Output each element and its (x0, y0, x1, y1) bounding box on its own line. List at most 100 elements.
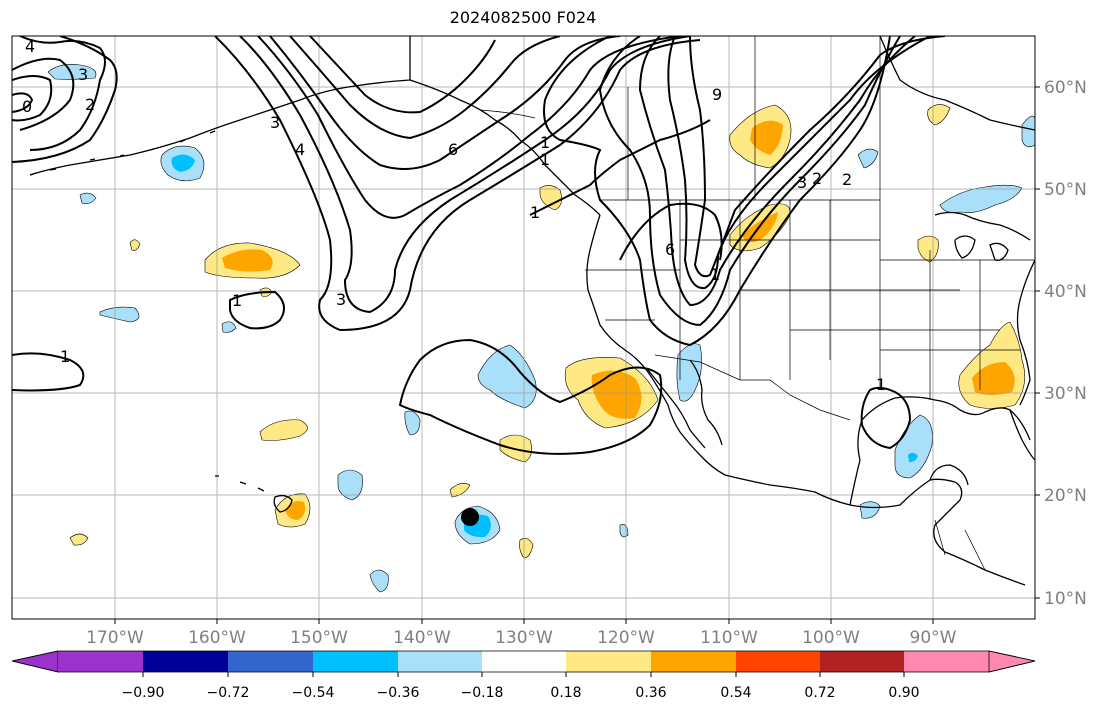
alaska-panhandle (409, 79, 601, 216)
latitude-labels: 60°N 50°N 40°N 30°N 20°N 10°N (1044, 78, 1087, 609)
contour-label: 1 (540, 150, 550, 169)
positive-core (750, 120, 783, 155)
shaded-anomalies (47, 64, 1035, 593)
lon-label: 140°W (393, 628, 451, 648)
contour-line (289, 36, 561, 140)
colorbar-label: −0.54 (292, 685, 335, 701)
lon-label: 160°W (188, 628, 246, 648)
colorbar-label: −0.36 (377, 685, 420, 701)
central-america-borders (934, 519, 986, 571)
colorbar-outline (11, 650, 1036, 673)
canada-province-lines (409, 36, 756, 200)
colorbar-extend-low (11, 650, 59, 673)
colorbar-bin (58, 651, 143, 672)
negative-area (99, 306, 140, 323)
hawaii-islands (215, 475, 293, 513)
colorbar-bin (313, 651, 398, 672)
negative-area (337, 469, 363, 501)
longitude-labels: 170°W 160°W 150°W 140°W 130°W 120°W 110°… (86, 628, 957, 648)
west-coast (586, 214, 1026, 586)
contour-label: 6 (448, 140, 458, 159)
florida-coast (1009, 409, 1035, 461)
negative-core (908, 452, 918, 463)
contour-labels: 1 1 1 1 1 2 2 3 3 3 4 4 6 6 9 0 3 2 1 1 (22, 37, 886, 394)
negative-core (171, 154, 195, 172)
negative-area (1021, 115, 1035, 147)
contour-line (529, 119, 711, 216)
contour-label: 3 (336, 290, 346, 309)
negative-area (47, 64, 97, 80)
negative-area (857, 148, 879, 169)
negative-area (369, 569, 389, 593)
colorbar-labels: −0.90 −0.72 −0.54 −0.36 −0.18 0.18 0.36 … (122, 685, 920, 701)
contour-label: 3 (797, 173, 807, 192)
contour-line (638, 36, 916, 307)
contour-label: 3 (270, 113, 280, 132)
contour-line (543, 36, 891, 347)
alaska-coast (29, 36, 411, 176)
colorbar-label: 0.72 (804, 685, 835, 701)
lat-label: 50°N (1044, 180, 1087, 200)
contour-line (12, 57, 75, 131)
contour-line (860, 386, 912, 450)
lat-label: 60°N (1044, 78, 1087, 98)
contour-line (19, 36, 106, 151)
negative-area (404, 410, 421, 436)
colorbar-bin (398, 651, 482, 672)
gulf-coast (849, 396, 1031, 506)
positive-area (129, 239, 141, 251)
mexico-border (654, 354, 851, 421)
contour-label: 9 (712, 85, 722, 104)
coastlines (29, 36, 1035, 586)
colorbar-label: −0.18 (461, 685, 504, 701)
contour-line (214, 36, 701, 332)
contour-line (229, 290, 285, 330)
positive-core (972, 362, 1015, 395)
lat-label: 20°N (1044, 486, 1087, 506)
negative-area (939, 184, 1023, 213)
contour-line (12, 36, 118, 163)
negative-area (477, 344, 537, 409)
contour-line (689, 36, 946, 278)
colorbar-label: 0.90 (888, 685, 919, 701)
map-title: 2024082500 F024 (449, 8, 597, 27)
contour-line (12, 92, 34, 113)
positive-core (591, 370, 642, 419)
colorbar-bin (566, 651, 651, 672)
contour-label: 1 (710, 265, 720, 284)
contour-line (257, 36, 681, 219)
colorbar (11, 650, 1036, 673)
colorbar-ticks (142, 672, 905, 677)
contour-label: 2 (812, 169, 822, 188)
baja-peninsula (647, 359, 723, 449)
contour-label: 2 (842, 170, 852, 189)
contour-label: 1 (876, 375, 886, 394)
negative-area (79, 192, 97, 205)
contour-line (398, 338, 663, 455)
contour-label: 2 (85, 95, 95, 114)
gridlines (12, 36, 1035, 619)
lon-label: 150°W (290, 628, 348, 648)
positive-area (539, 185, 562, 211)
northern-coast (879, 36, 1035, 131)
contour-line (12, 352, 85, 392)
contour-label: 1 (60, 347, 70, 366)
colorbar-bin (651, 651, 736, 672)
contour-label: 6 (665, 240, 675, 259)
aleutian-islands (29, 130, 216, 176)
colorbar-bin (143, 651, 228, 672)
colorbar-bin (228, 651, 313, 672)
positive-area (259, 419, 308, 441)
contour-label: 0 (22, 97, 32, 116)
contour-line (269, 36, 621, 170)
negative-area (859, 501, 881, 519)
colorbar-extend-high (988, 650, 1036, 673)
contour-label: 4 (295, 140, 305, 159)
contour-line (12, 75, 53, 122)
contour-label: 1 (232, 291, 242, 310)
colorbar-label: −0.72 (207, 685, 250, 701)
negative-area (221, 321, 237, 333)
storm-center-marker (461, 508, 479, 526)
contour-line (309, 36, 496, 114)
contour-label: 1 (540, 133, 550, 152)
